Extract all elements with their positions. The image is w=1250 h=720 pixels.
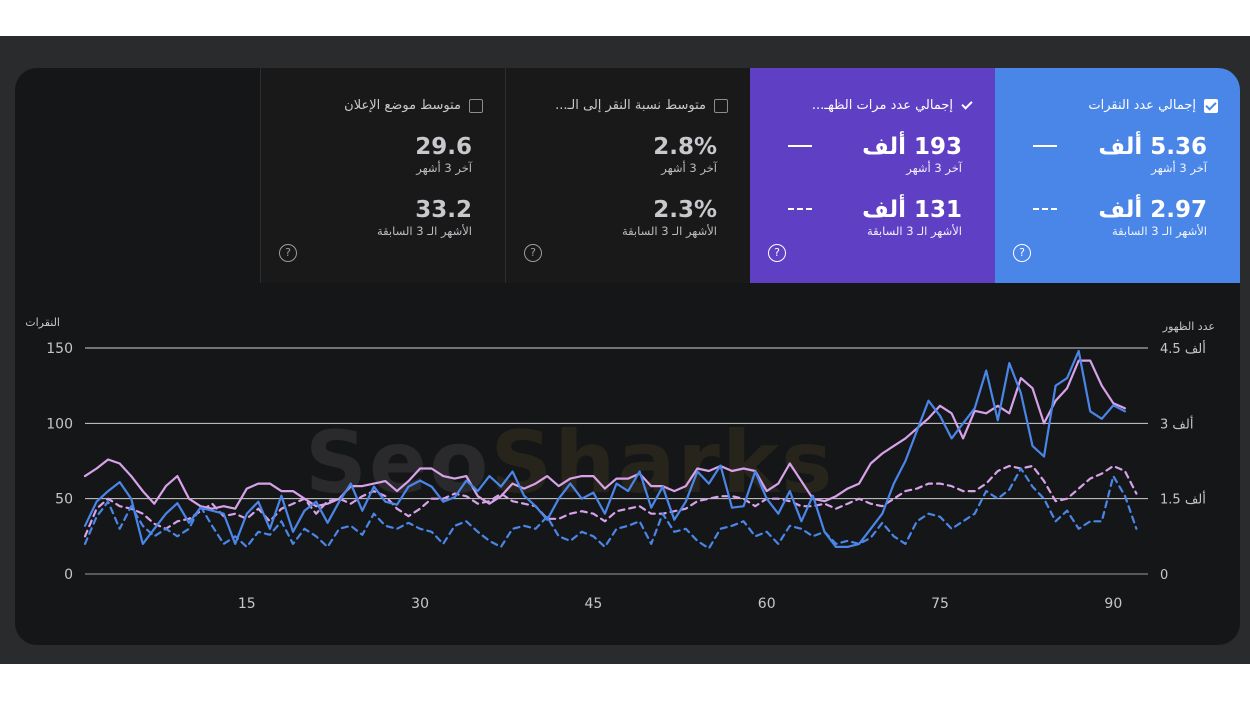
previous-value: 131 ألف bbox=[862, 197, 962, 223]
right-axis-tick-label: 3 ألف bbox=[1160, 415, 1193, 432]
previous-period: الأشهر الـ 3 السابقة bbox=[376, 224, 472, 238]
performance-line-chart: 0 0 50 1.5 ألف 100 3 ألف 150 4.5 ألف النقرات عدد … bbox=[25, 316, 1215, 612]
help-icon[interactable]: ? bbox=[524, 244, 542, 262]
help-icon[interactable]: ? bbox=[768, 244, 786, 262]
help-icon[interactable]: ? bbox=[279, 244, 297, 262]
current-period: آخر 3 أشهر bbox=[416, 161, 472, 175]
left-axis-title: النقرات bbox=[25, 316, 60, 329]
current-value: 2.8% bbox=[653, 134, 717, 160]
checkbox-icon[interactable] bbox=[714, 98, 728, 113]
right-axis-title: عدد الظهور bbox=[1162, 320, 1215, 333]
card-total-impressions[interactable]: إجمالي عدد مرات الظهـ... 193 ألف آخر 3 أش… bbox=[750, 68, 995, 283]
previous-value: 2.3% bbox=[653, 197, 717, 223]
current-value: 193 ألف bbox=[862, 134, 962, 160]
series-line-clicks-previous bbox=[83, 467, 1138, 550]
left-axis-tick-label: 150 bbox=[46, 341, 73, 357]
solid-line-legend bbox=[1033, 145, 1057, 147]
x-axis-tick-label: 30 bbox=[411, 596, 429, 612]
previous-value: 33.2 bbox=[415, 197, 472, 223]
series-line-impr-previous bbox=[83, 464, 1138, 538]
watermark-logo: SeoSharks bbox=[305, 413, 835, 513]
previous-value: 2.97 ألف bbox=[1098, 197, 1207, 223]
card-total-clicks[interactable]: إجمالي عدد النقرات 5.36 ألف آخر 3 أشهر 2.… bbox=[995, 68, 1240, 283]
help-icon[interactable]: ? bbox=[1013, 244, 1031, 262]
x-axis-tick-label: 15 bbox=[238, 596, 256, 612]
x-axis-tick-label: 75 bbox=[931, 596, 949, 612]
left-axis-tick-label: 50 bbox=[55, 492, 73, 508]
left-axis-tick-label: 0 bbox=[64, 567, 73, 583]
previous-period: الأشهر الـ 3 السابقة bbox=[1111, 224, 1207, 238]
dashed-line-legend bbox=[788, 208, 812, 210]
left-axis-tick-label: 100 bbox=[46, 416, 73, 432]
right-axis-tick-label: 4.5 ألف bbox=[1160, 340, 1206, 357]
card-average-ctr[interactable]: متوسط نسبة النقر إلى الـ... 2.8% آخر 3 أش… bbox=[505, 68, 750, 283]
card-title: إجمالي عدد مرات الظهـ... bbox=[811, 98, 953, 113]
card-title: متوسط موضع الإعلان bbox=[344, 98, 461, 113]
previous-period: الأشهر الـ 3 السابقة bbox=[866, 224, 962, 238]
series-line-impr-current bbox=[83, 359, 1127, 510]
card-title: متوسط نسبة النقر إلى الـ... bbox=[555, 98, 706, 113]
x-axis-tick-label: 90 bbox=[1104, 596, 1122, 612]
series-line-clicks-current bbox=[83, 349, 1127, 548]
card-title: إجمالي عدد النقرات bbox=[1088, 98, 1196, 113]
x-axis-tick-label: 60 bbox=[758, 596, 776, 612]
current-period: آخر 3 أشهر bbox=[661, 161, 717, 175]
card-average-position[interactable]: متوسط موضع الإعلان 29.6 آخر 3 أشهر 33.2 ال… bbox=[260, 68, 505, 283]
current-value: 29.6 bbox=[415, 134, 472, 160]
previous-period: الأشهر الـ 3 السابقة bbox=[621, 224, 717, 238]
right-axis-tick-label: 1.5 ألف bbox=[1160, 491, 1206, 508]
checkbox-icon[interactable] bbox=[1204, 98, 1218, 113]
current-value: 5.36 ألف bbox=[1098, 134, 1207, 160]
current-period: آخر 3 أشهر bbox=[906, 161, 962, 175]
performance-panel: SeoSharks إجمالي عدد النقرات 5.36 ألف آخر… bbox=[15, 68, 1240, 645]
dashed-line-legend bbox=[1033, 208, 1057, 210]
solid-line-legend bbox=[788, 145, 812, 147]
metric-cards: إجمالي عدد النقرات 5.36 ألف آخر 3 أشهر 2.… bbox=[259, 68, 1240, 283]
x-axis-tick-label: 45 bbox=[584, 596, 602, 612]
right-axis-tick-label: 0 bbox=[1160, 568, 1168, 583]
checkbox-icon[interactable] bbox=[469, 98, 483, 113]
current-period: آخر 3 أشهر bbox=[1151, 161, 1207, 175]
